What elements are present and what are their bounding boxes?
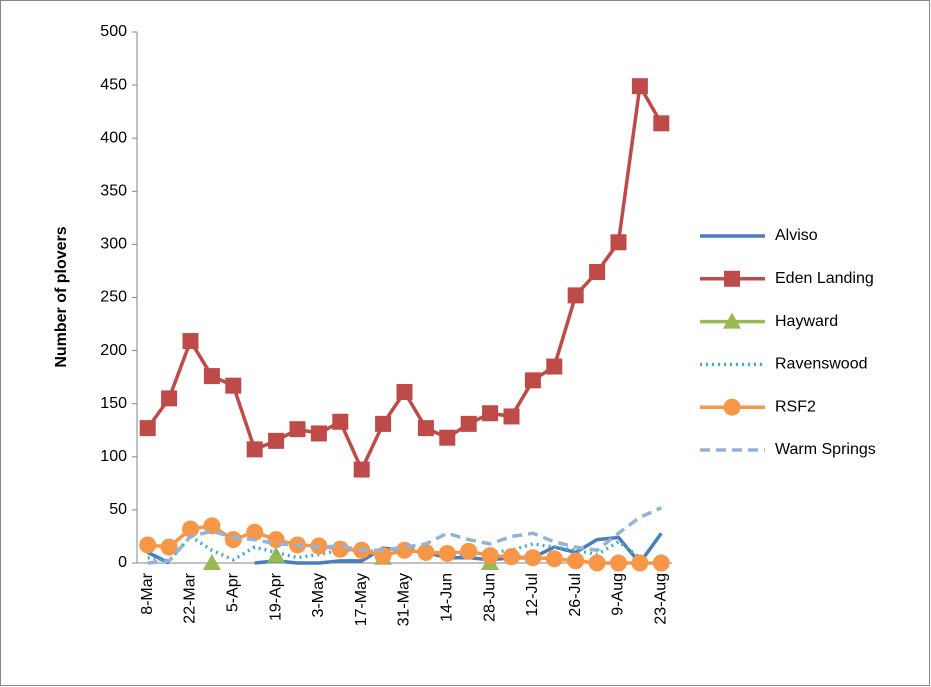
y-axis-title: Number of plovers	[53, 226, 70, 367]
data-point	[503, 548, 520, 566]
data-point	[652, 554, 670, 572]
data-point	[545, 550, 563, 568]
legend-label: Ravenswood	[775, 356, 868, 373]
data-point	[353, 461, 370, 478]
x-tick-label: 22-Mar	[182, 572, 199, 623]
x-tick-label: 19-Apr	[267, 572, 284, 621]
data-point	[267, 546, 286, 563]
data-point	[524, 549, 542, 567]
y-tick-label: 300	[100, 236, 127, 253]
data-point	[225, 377, 242, 394]
data-point	[524, 372, 541, 389]
legend-label: Eden Landing	[775, 270, 874, 287]
x-tick-label: 12-Jul	[524, 573, 541, 617]
y-tick-label: 200	[100, 342, 127, 359]
data-point	[396, 541, 413, 559]
legend-marker	[723, 398, 741, 416]
x-tick-label: 31-May	[396, 573, 413, 626]
data-point	[375, 415, 392, 432]
x-tick-label: 3-May	[310, 573, 327, 617]
x-tick-label: 23-Aug	[653, 573, 670, 625]
y-tick-label: 100	[100, 448, 127, 465]
y-tick-label: 0	[118, 554, 127, 571]
data-point	[182, 520, 199, 538]
data-point	[246, 523, 264, 541]
data-point	[268, 432, 285, 449]
data-point	[417, 543, 435, 561]
data-point	[246, 441, 263, 458]
y-tick-label: 50	[109, 501, 127, 518]
data-point	[160, 538, 178, 556]
legend-label: Hayward	[775, 313, 838, 330]
data-point	[182, 333, 199, 350]
data-point	[289, 421, 306, 438]
y-tick-label: 500	[100, 23, 127, 40]
legend-label: Warm Springs	[775, 441, 876, 458]
data-point	[503, 408, 520, 425]
data-point	[310, 425, 327, 442]
x-tick-label: 8-Mar	[139, 572, 156, 614]
y-tick-label: 350	[100, 183, 127, 200]
data-point	[417, 420, 434, 437]
data-point	[439, 429, 456, 446]
data-point	[224, 531, 242, 549]
y-tick-label: 250	[100, 289, 127, 306]
data-point	[331, 540, 349, 558]
series-line	[147, 506, 663, 565]
x-tick-label: 28-Jun	[481, 573, 498, 622]
data-point	[589, 264, 606, 281]
data-point	[139, 420, 156, 437]
data-point	[203, 517, 221, 535]
data-point	[631, 78, 648, 95]
legend-label: RSF2	[775, 398, 816, 415]
data-point	[610, 554, 627, 572]
data-point	[481, 547, 499, 565]
data-point	[202, 554, 221, 570]
y-tick-label: 450	[100, 76, 127, 93]
x-tick-label: 17-May	[353, 573, 370, 626]
y-tick-label: 150	[100, 395, 127, 412]
data-point	[567, 552, 585, 570]
x-tick-label: 5-Apr	[225, 572, 242, 612]
data-point	[203, 368, 220, 385]
data-point	[631, 554, 649, 572]
y-tick-label: 400	[100, 129, 127, 146]
data-point	[567, 287, 584, 304]
data-point	[332, 413, 349, 430]
legend-marker	[724, 270, 740, 287]
legend-marker	[723, 312, 741, 329]
data-point	[653, 115, 670, 132]
data-point	[460, 542, 478, 560]
data-point	[460, 415, 477, 432]
data-point	[588, 554, 606, 572]
legend-label: Alviso	[775, 227, 818, 244]
data-point	[438, 544, 456, 562]
data-point	[161, 390, 178, 407]
x-tick-label: 14-Jun	[439, 573, 456, 622]
data-point	[139, 536, 157, 554]
data-point	[610, 234, 627, 251]
data-point	[482, 405, 499, 422]
data-point	[396, 384, 413, 401]
data-point	[546, 358, 563, 375]
x-tick-label: 26-Jul	[567, 573, 584, 617]
x-tick-label: 9-Aug	[610, 573, 627, 616]
